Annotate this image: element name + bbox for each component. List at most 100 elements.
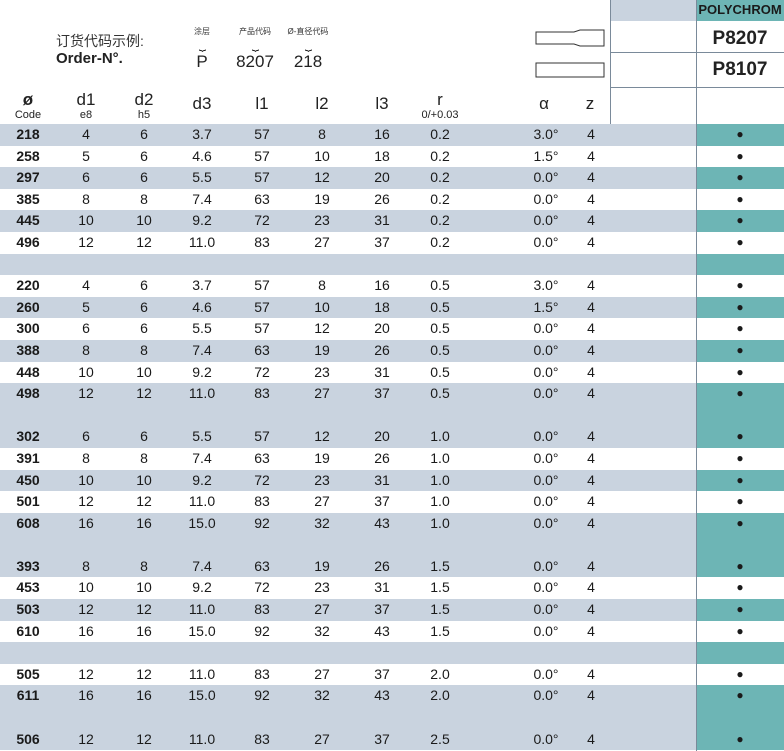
cell-l3: 43 bbox=[374, 687, 390, 704]
cell-r: 0.2 bbox=[430, 212, 450, 229]
availability-dot-icon: ● bbox=[736, 731, 744, 746]
table-row: 302 6 6 5.5 57 12 20 1.0 0.0° 4 ● bbox=[0, 426, 784, 448]
cell-d3: 5.5 bbox=[192, 169, 212, 186]
cell-d3: 15.0 bbox=[188, 687, 216, 704]
cell-d2: 6 bbox=[140, 126, 148, 142]
part-label: Ø-直径代码 bbox=[287, 27, 329, 36]
cell-alpha: 1.5° bbox=[533, 147, 559, 164]
cell-r: 0.5 bbox=[430, 320, 450, 337]
spacer-row bbox=[0, 534, 784, 556]
cell-l2: 8 bbox=[318, 126, 326, 142]
cell-z: 4 bbox=[587, 665, 595, 682]
cell-z: 4 bbox=[587, 363, 595, 380]
cell-d1: 10 bbox=[78, 579, 94, 596]
cell-alpha: 0.0° bbox=[533, 341, 559, 358]
cell-l3: 37 bbox=[374, 493, 390, 510]
header-grey-cell bbox=[610, 0, 696, 21]
cell-l2: 32 bbox=[314, 514, 330, 531]
cell-code: 505 bbox=[16, 665, 40, 682]
table-row: 503 12 12 11.0 83 27 37 1.5 0.0° 4 ● bbox=[0, 599, 784, 621]
col-header-d3: d3 bbox=[192, 94, 212, 113]
cell-d3: 11.0 bbox=[188, 385, 216, 402]
cell-d3: 9.2 bbox=[192, 212, 212, 229]
availability-dot-icon: ● bbox=[736, 342, 744, 357]
row-band bbox=[0, 469, 696, 492]
table-row: 608 16 16 15.0 92 32 43 1.0 0.0° 4 ● bbox=[0, 512, 784, 535]
cell-l1: 83 bbox=[254, 601, 270, 618]
cell-code: 302 bbox=[16, 428, 40, 445]
coating-title: POLYCHROM bbox=[696, 0, 784, 21]
cell-d3: 11.0 bbox=[188, 730, 216, 747]
cell-d1: 5 bbox=[82, 298, 90, 315]
coating-cell bbox=[696, 383, 784, 405]
table-row: 453 10 10 9.2 72 23 31 1.5 0.0° 4 ● bbox=[0, 577, 784, 599]
cell-d1: 16 bbox=[78, 687, 94, 704]
cell-z: 4 bbox=[587, 147, 595, 164]
cell-d1: 10 bbox=[78, 471, 94, 488]
cell-d3: 4.6 bbox=[192, 147, 212, 164]
cell-d2: 6 bbox=[140, 147, 148, 164]
row-band bbox=[0, 555, 696, 578]
cell-alpha: 3.0° bbox=[533, 126, 559, 142]
table-row: 391 8 8 7.4 63 19 26 1.0 0.0° 4 ● bbox=[0, 448, 784, 470]
part-label: 涂层 bbox=[194, 27, 210, 36]
cell-code: 258 bbox=[16, 147, 40, 164]
cell-code: 611 bbox=[16, 687, 40, 704]
cell-alpha: 0.0° bbox=[533, 514, 559, 531]
cell-l1: 57 bbox=[254, 428, 270, 445]
cell-d2: 12 bbox=[136, 385, 152, 402]
availability-dot-icon: ● bbox=[736, 688, 744, 703]
cell-r: 0.5 bbox=[430, 341, 450, 358]
cell-l3: 20 bbox=[374, 320, 390, 337]
cell-code: 448 bbox=[16, 363, 40, 380]
cell-l1: 63 bbox=[254, 341, 270, 358]
cell-z: 4 bbox=[587, 622, 595, 639]
row-band bbox=[0, 599, 696, 621]
cell-d1: 8 bbox=[82, 557, 90, 574]
cell-r: 1.5 bbox=[430, 622, 450, 639]
cell-l3: 37 bbox=[374, 665, 390, 682]
availability-dot-icon: ● bbox=[736, 278, 744, 293]
coating-cell bbox=[696, 534, 784, 556]
cell-r: 0.5 bbox=[430, 385, 450, 402]
coating-cell bbox=[696, 555, 784, 578]
cell-code: 496 bbox=[16, 233, 40, 250]
cell-l2: 27 bbox=[314, 601, 330, 618]
cell-d3: 5.5 bbox=[192, 320, 212, 337]
order-example-cn: 订货代码示例: bbox=[56, 33, 144, 49]
cell-alpha: 0.0° bbox=[533, 493, 559, 510]
cell-code: 610 bbox=[16, 622, 40, 639]
cell-l1: 92 bbox=[254, 687, 270, 704]
part-value: 8207 bbox=[236, 52, 274, 71]
cell-d3: 11.0 bbox=[188, 493, 216, 510]
cell-alpha: 0.0° bbox=[533, 622, 559, 639]
row-band bbox=[0, 253, 696, 276]
cell-l3: 43 bbox=[374, 514, 390, 531]
cell-code: 453 bbox=[16, 579, 40, 596]
availability-dot-icon: ● bbox=[736, 148, 744, 163]
row-band bbox=[0, 707, 696, 729]
cell-d3: 11.0 bbox=[188, 233, 216, 250]
table-row: 496 12 12 11.0 83 27 37 0.2 0.0° 4 ● bbox=[0, 232, 784, 254]
availability-dot-icon: ● bbox=[736, 472, 744, 487]
order-part-coating: 涂层 ⏟ P bbox=[172, 26, 232, 72]
availability-dot-icon: ● bbox=[736, 666, 744, 681]
cell-d1: 16 bbox=[78, 514, 94, 531]
table-row: 610 16 16 15.0 92 32 43 1.5 0.0° 4 ● bbox=[0, 621, 784, 643]
cell-d2: 12 bbox=[136, 665, 152, 682]
cell-r: 0.2 bbox=[430, 147, 450, 164]
cell-d2: 12 bbox=[136, 601, 152, 618]
availability-dot-icon: ● bbox=[736, 386, 744, 401]
table-row: 388 8 8 7.4 63 19 26 0.5 0.0° 4 ● bbox=[0, 339, 784, 362]
row-band bbox=[0, 339, 696, 362]
table-row: 300 6 6 5.5 57 12 20 0.5 0.0° 4 ● bbox=[0, 318, 784, 340]
cell-alpha: 0.0° bbox=[533, 190, 559, 207]
cell-d1: 12 bbox=[78, 730, 94, 747]
col-header-l2: l2 bbox=[315, 94, 329, 113]
cell-l3: 20 bbox=[374, 428, 390, 445]
cell-l3: 31 bbox=[374, 579, 390, 596]
cell-r: 2.0 bbox=[430, 687, 450, 704]
coating-cell bbox=[696, 253, 784, 276]
cell-d1: 6 bbox=[82, 428, 90, 445]
cell-code: 391 bbox=[16, 449, 40, 466]
